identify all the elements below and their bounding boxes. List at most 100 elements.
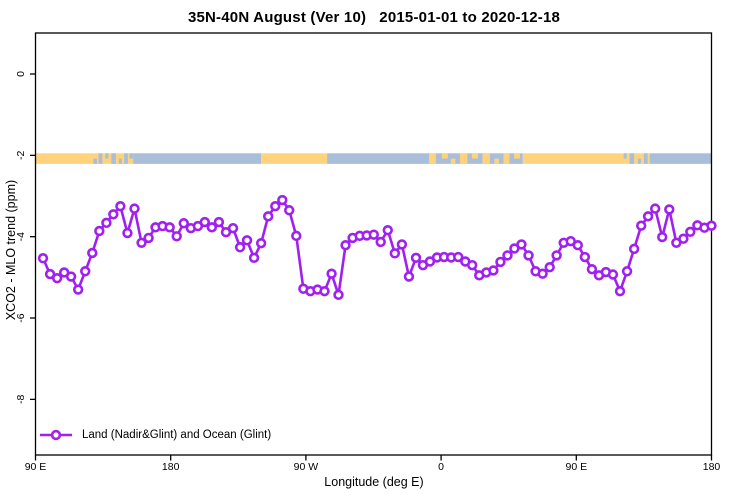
data-point: [396, 239, 408, 250]
data-point: [635, 220, 647, 231]
data-point: [403, 271, 415, 282]
band-patch-ocean: [105, 153, 109, 159]
band-patch-ocean: [643, 153, 648, 164]
band-patch-land: [429, 153, 436, 164]
data-point: [108, 209, 119, 220]
data-point: [115, 200, 126, 212]
data-point: [213, 216, 225, 228]
x-tick-label: 180: [703, 461, 721, 473]
data-point: [255, 237, 267, 249]
plot-box: [34, 32, 713, 456]
band-patch-ocean: [129, 153, 134, 159]
data-point: [375, 236, 386, 248]
data-point: [516, 239, 527, 250]
legend-open-circle-icon: [50, 429, 62, 441]
data-point: [37, 253, 49, 264]
band-patch-ocean: [629, 153, 635, 164]
band-patch-land: [494, 158, 499, 164]
data-point: [664, 204, 675, 215]
legend-marker-icon: [40, 429, 72, 441]
data-point: [537, 268, 548, 279]
data-point: [206, 222, 218, 233]
data-point: [94, 225, 105, 237]
band-segment-ocean: [327, 153, 523, 164]
data-point: [488, 265, 499, 276]
data-point: [262, 211, 274, 222]
data-point: [326, 268, 337, 279]
band-patch-land: [459, 153, 468, 164]
band-patch-land: [482, 153, 490, 164]
data-point: [628, 243, 640, 255]
band-segment-ocean: [133, 153, 262, 164]
data-point: [101, 217, 112, 229]
data-point: [586, 264, 598, 275]
data-point: [248, 252, 260, 264]
y-tick-label: 0: [15, 71, 27, 77]
data-point: [502, 250, 513, 261]
data-point: [227, 222, 239, 234]
data-point: [199, 216, 211, 228]
data-point: [178, 218, 189, 229]
band-patch-land: [450, 158, 456, 164]
band-segment-ocean: [649, 153, 712, 164]
y-tick-label: -6: [15, 313, 27, 322]
band-patch-land: [471, 153, 478, 159]
data-point: [495, 256, 506, 268]
data-point: [657, 231, 668, 243]
data-point: [410, 252, 422, 264]
data-point: [572, 240, 584, 251]
band-patch-land: [513, 153, 520, 159]
data-point: [234, 242, 246, 253]
data-point: [340, 240, 351, 251]
data-point: [453, 251, 464, 263]
y-tick-label: -4: [15, 232, 27, 241]
data-point: [136, 237, 147, 248]
data-point: [270, 200, 281, 212]
data-point: [241, 235, 253, 246]
data-point: [607, 269, 619, 280]
data-point: [685, 226, 696, 237]
legend-label: Land (Nadir&Glint) and Ocean (Glint): [82, 429, 272, 441]
data-point: [368, 229, 380, 240]
data-point: [678, 233, 689, 244]
band-patch-land: [503, 153, 510, 164]
data-point: [579, 251, 591, 263]
data-point: [642, 211, 654, 222]
band-patch-ocean: [98, 153, 103, 164]
data-point: [122, 227, 133, 239]
data-point: [466, 259, 478, 271]
data-point: [171, 231, 182, 242]
x-tick-label: 90 E: [565, 461, 587, 473]
x-tick-label: 0: [438, 461, 444, 473]
data-point: [523, 250, 534, 261]
data-point: [51, 272, 63, 284]
data-point: [164, 222, 175, 233]
data-point: [284, 205, 295, 216]
data-point: [319, 285, 330, 297]
data-point: [65, 271, 77, 282]
data-point: [551, 250, 562, 261]
x-tick-label: 90 W: [294, 461, 319, 473]
band-patch-ocean: [623, 153, 627, 159]
data-point: [80, 266, 91, 277]
data-point: [389, 248, 401, 259]
data-point: [621, 266, 633, 277]
y-axis-title: XCO2 - MLO trend (ppm): [4, 179, 18, 321]
x-tick-label: 180: [162, 461, 180, 473]
data-point: [706, 220, 717, 231]
data-point: [614, 285, 626, 297]
data-point: [544, 261, 555, 273]
legend: Land (Nadir&Glint) and Ocean (Glint): [39, 428, 271, 442]
x-axis-title: Longitude (deg E): [324, 475, 424, 489]
band-patch-ocean: [93, 158, 98, 164]
data-point: [129, 203, 140, 214]
data-point: [382, 224, 393, 236]
data-point: [649, 203, 661, 214]
band-segment-land: [35, 153, 134, 164]
band-patch-ocean: [124, 153, 128, 164]
y-tick-label: -8: [15, 395, 27, 404]
data-point: [291, 230, 302, 242]
band-patch-ocean: [637, 158, 641, 164]
